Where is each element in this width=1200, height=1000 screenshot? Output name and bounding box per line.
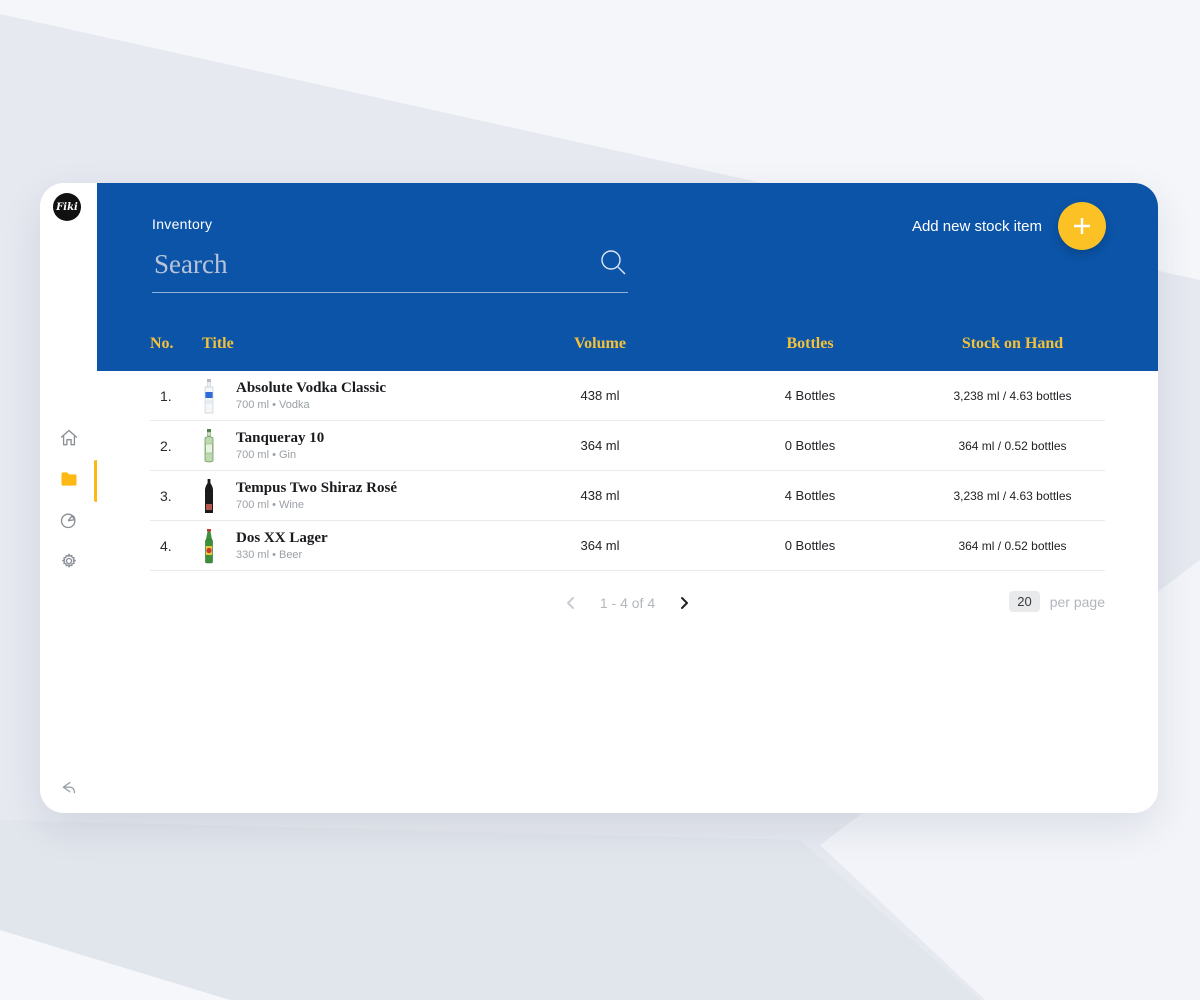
column-header-bottles: Bottles: [786, 335, 834, 352]
item-subtitle: 700 ml • Wine: [236, 499, 305, 512]
item-bottles: 0 Bottles: [784, 438, 836, 453]
item-volume: 438 ml: [580, 488, 620, 503]
item-title: Tanqueray 10: [236, 429, 325, 446]
page-title: Inventory: [152, 216, 213, 232]
blue-header: Inventory Add new stock item No. Title V…: [97, 183, 1158, 371]
sidebar-nav: [40, 428, 98, 575]
item-bottles: 4 Bottles: [784, 388, 836, 403]
undo-arrow-icon: [57, 781, 79, 804]
sidebar-item-home[interactable]: [57, 428, 81, 452]
row-number: 3.: [160, 487, 172, 504]
app-logo[interactable]: Fiki: [53, 193, 81, 221]
item-stock: 364 ml / 0.52 bottles: [958, 438, 1067, 453]
pagination-controls: 1 - 4 of 4: [150, 595, 1105, 611]
search-icon[interactable]: [598, 247, 628, 277]
per-page-control: 20 per page: [1009, 591, 1105, 612]
pagination-next-button[interactable]: [677, 596, 691, 610]
per-page-label: per page: [1049, 593, 1105, 610]
search-input[interactable]: [152, 243, 628, 293]
table-row[interactable]: 3. Tempus Two Shiraz Rosé 700 ml • Wine …: [150, 471, 1105, 521]
row-number: 4.: [160, 537, 172, 554]
table-header-row: No. Title Volume Bottles Stock on Hand: [150, 335, 1105, 353]
vodka-bottle-image: [200, 378, 218, 414]
column-header-stock: Stock on Hand: [961, 335, 1064, 352]
item-volume: 364 ml: [580, 438, 620, 453]
table-body: 1. Absolute Vodka Classic 700 ml • Vodka…: [97, 371, 1158, 571]
sidebar-item-reports[interactable]: [57, 510, 81, 534]
row-number: 2.: [160, 437, 172, 454]
gin-bottle-image: [200, 428, 218, 464]
item-title: Tempus Two Shiraz Rosé: [236, 479, 398, 496]
home-icon: [59, 428, 79, 453]
undo-back-button[interactable]: [57, 778, 79, 800]
add-stock-item-button[interactable]: Add new stock item: [912, 202, 1106, 250]
plus-icon: [1058, 202, 1106, 250]
item-volume: 438 ml: [580, 388, 620, 403]
sidebar: Fiki: [40, 183, 98, 813]
item-subtitle: 700 ml • Vodka: [236, 399, 310, 412]
item-title: Dos XX Lager: [236, 529, 328, 546]
item-volume: 364 ml: [580, 538, 620, 553]
item-subtitle: 330 ml • Beer: [236, 549, 303, 562]
column-header-no: No.: [150, 335, 174, 352]
item-stock: 364 ml / 0.52 bottles: [958, 538, 1067, 553]
pagination-prev-button[interactable]: [564, 596, 578, 610]
pie-chart-icon: [59, 510, 79, 535]
item-subtitle: 700 ml • Gin: [236, 449, 297, 462]
sidebar-item-inventory[interactable]: [57, 460, 98, 502]
beer-bottle-image: [200, 528, 218, 564]
main-panel: Inventory Add new stock item No. Title V…: [97, 183, 1158, 813]
wine-bottle-image: [200, 478, 218, 514]
pagination-bar: 1 - 4 of 4 20 per page: [150, 571, 1105, 641]
column-header-title: Title: [202, 335, 234, 352]
app-logo-text: Fiki: [56, 201, 78, 213]
add-stock-item-label: Add new stock item: [911, 217, 1042, 235]
item-bottles: 4 Bottles: [784, 488, 836, 503]
sidebar-item-settings[interactable]: [57, 551, 81, 575]
per-page-selector[interactable]: 20: [1009, 591, 1040, 612]
inventory-app-card: Fiki: [40, 183, 1158, 813]
folder-icon: [59, 469, 79, 494]
item-bottles: 0 Bottles: [784, 538, 836, 553]
item-title: Absolute Vodka Classic: [236, 379, 387, 396]
item-stock: 3,238 ml / 4.63 bottles: [953, 488, 1072, 503]
row-number: 1.: [160, 387, 172, 404]
search-bar: [152, 243, 628, 293]
column-header-volume: Volume: [574, 335, 626, 352]
gear-icon: [59, 551, 79, 576]
pagination-range-label: 1 - 4 of 4: [599, 595, 656, 611]
table-row[interactable]: 2. Tanqueray 10 700 ml • Gin 364 ml 0 Bo…: [150, 421, 1105, 471]
table-row[interactable]: 1. Absolute Vodka Classic 700 ml • Vodka…: [150, 371, 1105, 421]
item-stock: 3,238 ml / 4.63 bottles: [953, 388, 1072, 403]
active-indicator-bar: [93, 460, 98, 502]
table-row[interactable]: 4. Dos XX Lager 330 ml • Beer 364 ml 0 B…: [150, 521, 1105, 571]
